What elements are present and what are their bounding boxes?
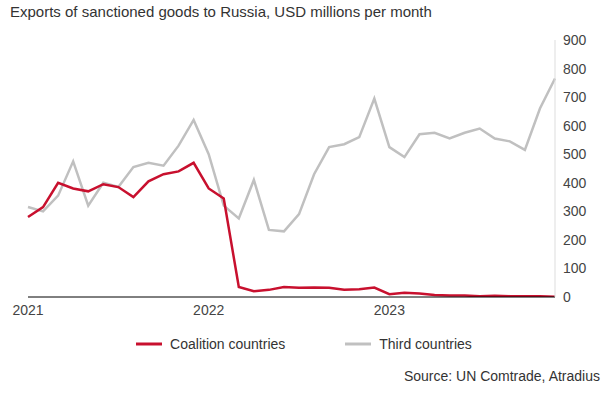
svg-text:200: 200	[563, 232, 587, 248]
html-text:Exports of sanctioned goods to: Exports of sanctioned goods to Russia, U…	[10, 3, 432, 20]
svg-text:300: 300	[563, 203, 587, 219]
svg-text:0: 0	[563, 289, 571, 305]
html-text:Source: UN Comtrade, Atradius: Source: UN Comtrade, Atradius	[403, 368, 600, 384]
html-text:Third countries: Third countries	[379, 336, 472, 352]
svg-text:900: 900	[563, 32, 587, 48]
svg-text:400: 400	[563, 175, 587, 191]
svg-text:2022: 2022	[193, 302, 224, 318]
svg-text:800: 800	[563, 61, 587, 77]
svg-text:100: 100	[563, 260, 587, 276]
svg-text:500: 500	[563, 146, 587, 162]
svg-text:2021: 2021	[12, 302, 43, 318]
svg-text:600: 600	[563, 118, 587, 134]
html-text:Coalition countries: Coalition countries	[170, 336, 286, 352]
svg-text:700: 700	[563, 89, 587, 105]
svg-text:2023: 2023	[374, 302, 405, 318]
